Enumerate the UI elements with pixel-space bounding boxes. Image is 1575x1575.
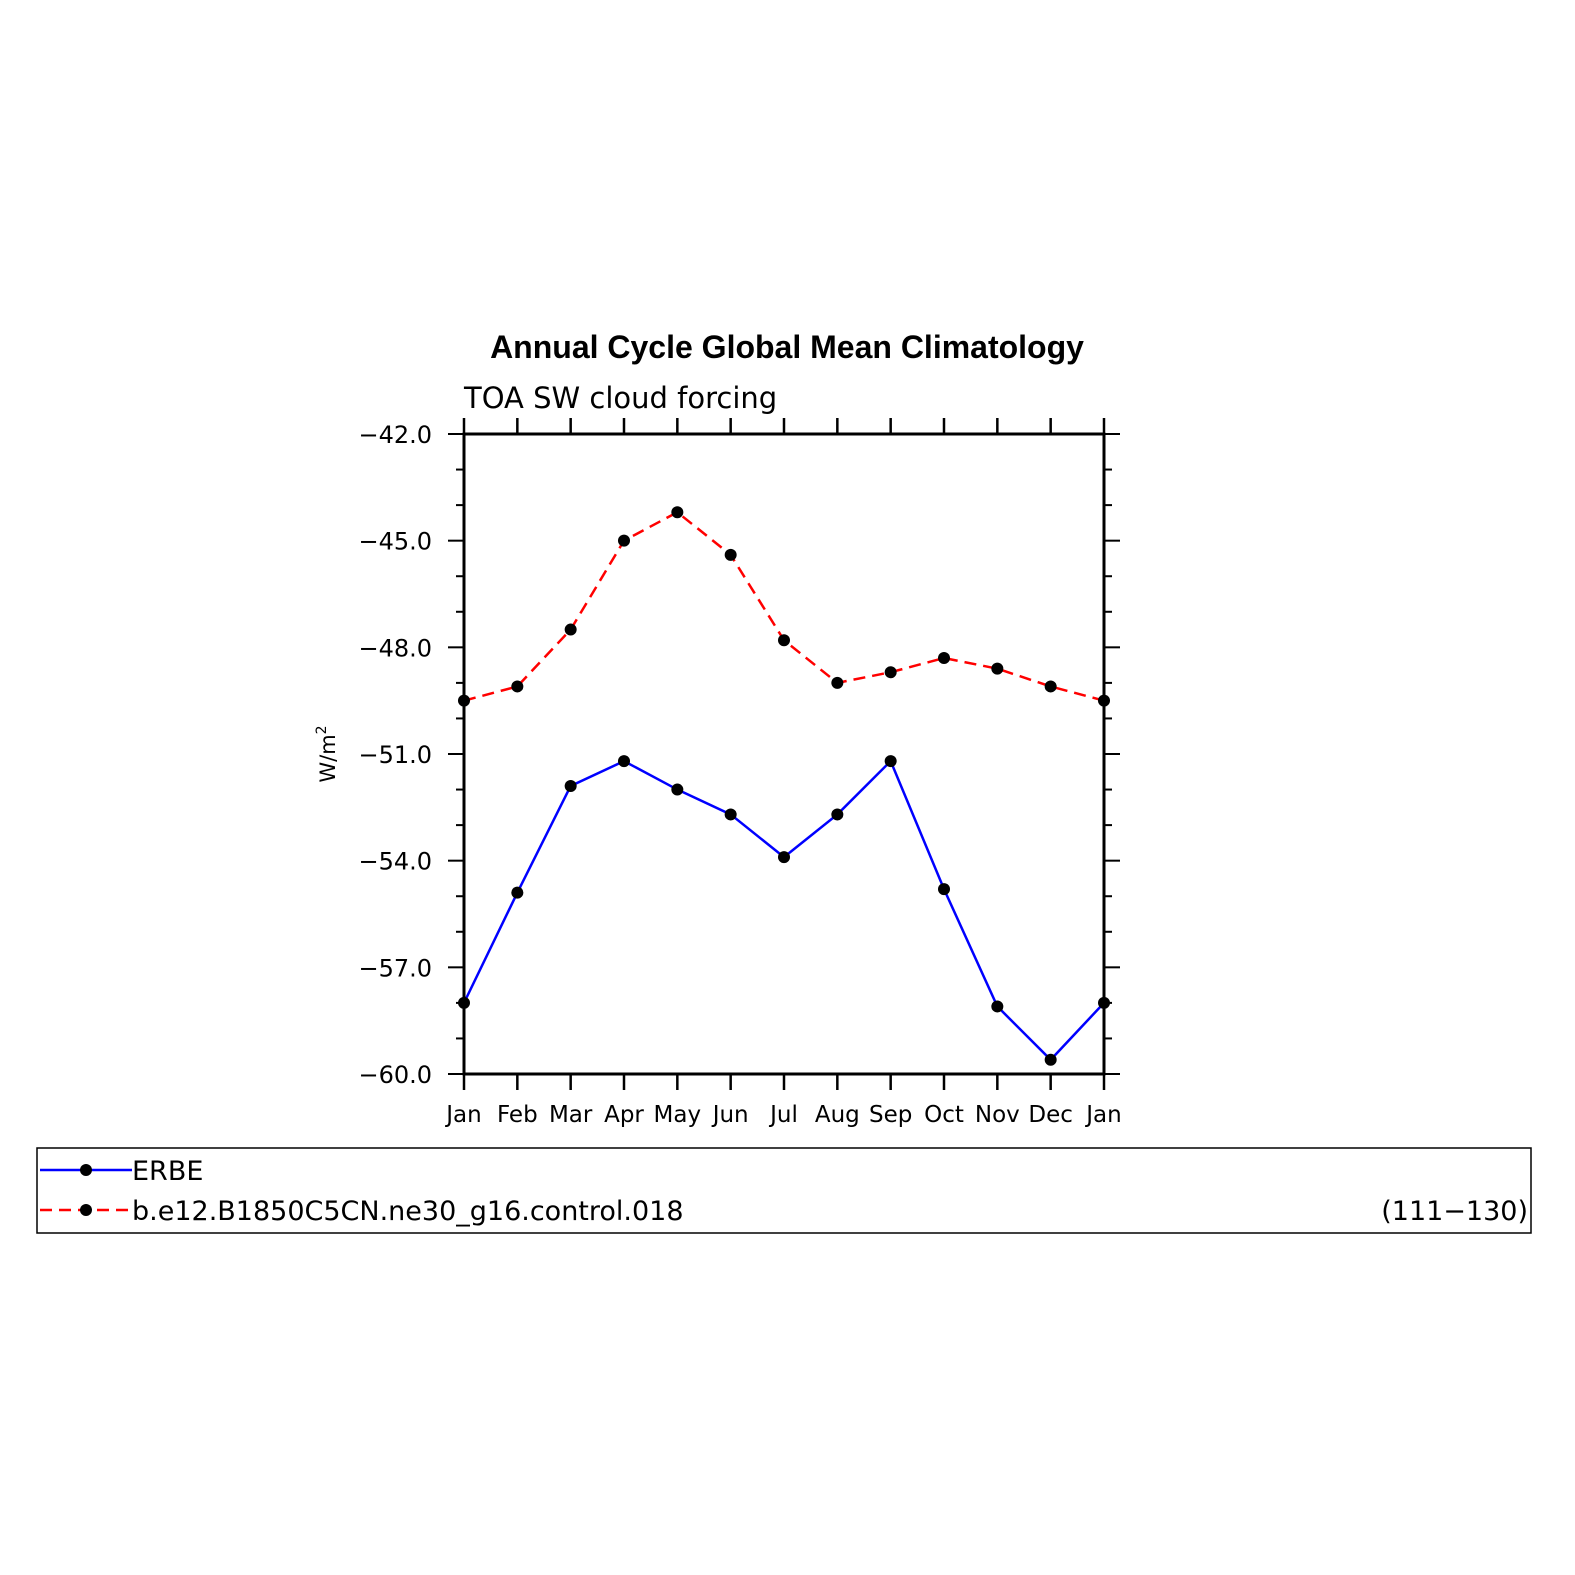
x-tick-label: Mar	[549, 1102, 593, 1128]
y-tick-label: −57.0	[358, 954, 432, 982]
data-point	[778, 634, 790, 647]
data-point	[564, 623, 577, 636]
data-point	[884, 755, 897, 768]
y-axis-label-text: W/m	[316, 734, 340, 782]
plot-frame	[462, 432, 1106, 1076]
data-point	[618, 534, 630, 547]
data-point	[1044, 680, 1057, 693]
data-point	[671, 506, 684, 519]
data-point	[831, 676, 844, 689]
x-tick-label: Jul	[768, 1102, 798, 1128]
y-axis-label: W/m2	[314, 725, 340, 782]
data-point	[884, 666, 897, 679]
data-point	[991, 1000, 1004, 1013]
x-tick-label: Nov	[975, 1102, 1020, 1128]
chart-subtitle: TOA SW cloud forcing	[463, 381, 777, 415]
y-tick-label: −42.0	[358, 421, 432, 449]
data-point	[511, 680, 524, 693]
data-point	[1098, 694, 1110, 707]
x-tick-labels: Jan Feb Mar Apr May Jun Jul Aug Sep Oct Nov Dec Jan	[444, 1102, 1121, 1128]
x-tick-label: May	[654, 1102, 702, 1128]
legend-entry-model: b.e12.B1850C5CN.ne30_g16.control.018 (11…	[40, 1196, 1528, 1227]
legend-year-range: (111−130)	[1381, 1196, 1528, 1227]
x-tick-label: Aug	[815, 1102, 860, 1128]
y-axis-label-superscript: 2	[314, 725, 330, 734]
data-point	[458, 996, 470, 1009]
chart-title: Annual Cycle Global Mean Climatology	[490, 329, 1084, 365]
x-tick-label: Jan	[444, 1102, 481, 1128]
data-point	[938, 883, 950, 896]
data-point	[724, 548, 737, 561]
data-point	[991, 662, 1004, 675]
series-line-0	[462, 758, 1105, 1062]
data-point	[938, 652, 950, 664]
legend-entry-erbe: ERBE	[40, 1156, 203, 1187]
y-tick-label: −60.0	[358, 1061, 432, 1089]
svg-text:W/m2: W/m2	[314, 725, 340, 782]
series-layer	[458, 506, 1110, 1066]
data-point	[458, 694, 470, 707]
y-tick-label: −51.0	[358, 741, 432, 769]
legend-label-model: b.e12.B1850C5CN.ne30_g16.control.018	[132, 1196, 684, 1227]
data-point	[618, 755, 630, 768]
data-point	[671, 783, 684, 796]
axis-ticks	[448, 418, 1120, 1090]
y-tick-labels: −42.0 −45.0 −48.0 −51.0 −54.0 −57.0 −60.0	[358, 421, 432, 1089]
legend-label-erbe: ERBE	[132, 1156, 203, 1187]
data-point	[1044, 1053, 1057, 1066]
x-tick-label: Feb	[497, 1102, 538, 1128]
legend-marker-model	[80, 1204, 92, 1216]
legend-marker-erbe	[80, 1164, 92, 1176]
data-point	[511, 886, 524, 899]
x-tick-label: Apr	[604, 1102, 644, 1128]
y-tick-label: −48.0	[358, 634, 432, 662]
series-line-1	[463, 510, 1105, 702]
x-tick-label: Oct	[924, 1102, 964, 1128]
data-point	[1098, 996, 1110, 1009]
data-point	[778, 851, 790, 864]
data-point	[724, 808, 737, 821]
data-point	[564, 780, 577, 792]
data-point	[831, 808, 844, 821]
x-tick-label: Sep	[869, 1102, 912, 1128]
legend-box	[36, 1147, 1532, 1234]
y-tick-label: −45.0	[358, 528, 432, 556]
x-tick-label: Dec	[1028, 1102, 1073, 1128]
x-tick-label: Jan	[1084, 1102, 1121, 1128]
x-tick-label: Jun	[711, 1102, 749, 1128]
y-tick-label: −54.0	[358, 848, 432, 876]
